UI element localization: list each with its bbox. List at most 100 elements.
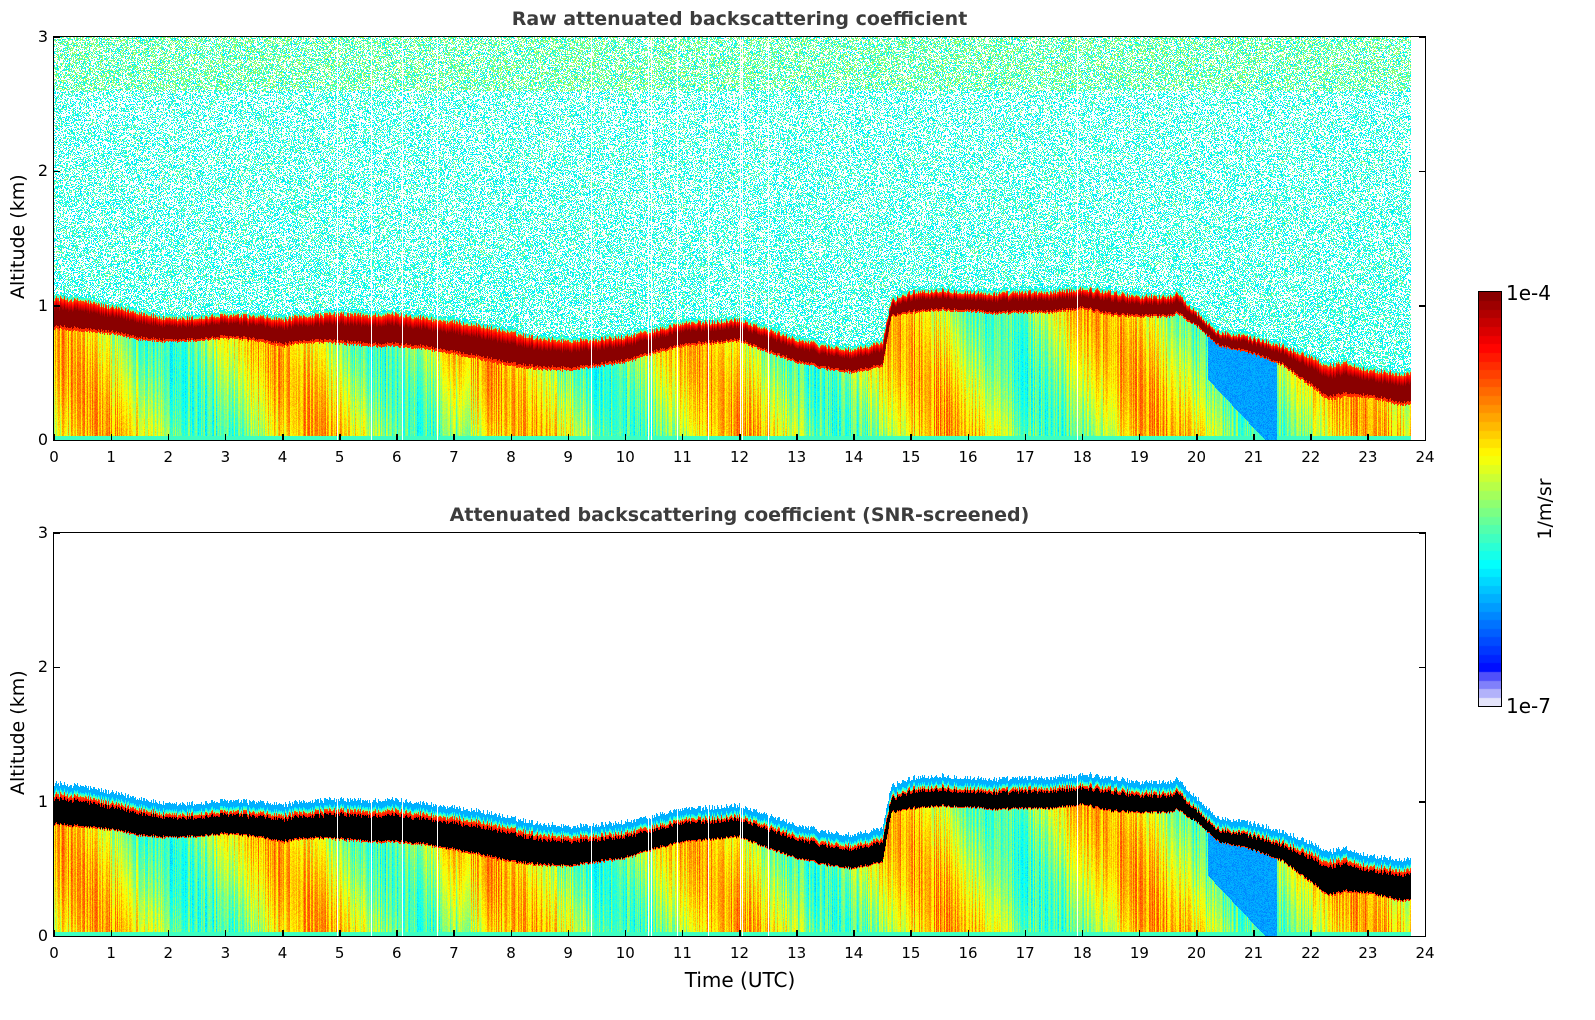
x-tick-label: 3 bbox=[220, 944, 231, 962]
x-tick-mark bbox=[1310, 930, 1312, 936]
x-tick-label: 2 bbox=[163, 944, 174, 962]
x-tick-mark bbox=[1253, 434, 1255, 440]
x-tick-label: 22 bbox=[1301, 448, 1321, 466]
y-tick-label: 2 bbox=[37, 657, 48, 677]
x-tick-mark bbox=[681, 930, 684, 936]
y-tick-mark bbox=[1419, 305, 1425, 307]
x-tick-label: 15 bbox=[901, 944, 921, 962]
x-tick-mark bbox=[1024, 434, 1027, 440]
y-tick-label: 3 bbox=[37, 27, 48, 46]
x-tick-label: 17 bbox=[1015, 448, 1035, 466]
y-tick-label: 3 bbox=[37, 523, 48, 542]
y-tick-mark bbox=[54, 305, 60, 307]
x-tick-mark bbox=[967, 434, 969, 440]
colorbar-min-label: 1e-7 bbox=[1506, 694, 1551, 718]
x-tick-mark bbox=[53, 930, 55, 936]
x-tick-mark bbox=[1367, 930, 1369, 936]
y-tick-mark bbox=[1419, 666, 1425, 669]
x-tick-mark bbox=[1024, 930, 1027, 936]
bottom-heatmap bbox=[54, 533, 1425, 936]
top-y-axis-label: Altitude (km) bbox=[7, 174, 29, 299]
x-tick-label: 12 bbox=[729, 448, 750, 466]
x-tick-mark bbox=[1081, 434, 1084, 440]
x-tick-label: 17 bbox=[1015, 944, 1035, 962]
colorbar-max-label: 1e-4 bbox=[1506, 281, 1551, 305]
x-tick-label: 23 bbox=[1358, 448, 1378, 466]
bottom-x-axis-label: Time (UTC) bbox=[684, 968, 796, 992]
x-tick-label: 14 bbox=[844, 448, 864, 466]
x-tick-mark bbox=[396, 930, 398, 936]
x-tick-mark bbox=[110, 434, 113, 440]
y-tick-mark bbox=[54, 801, 60, 803]
x-tick-label: 9 bbox=[563, 448, 573, 466]
x-tick-label: 8 bbox=[506, 448, 516, 466]
x-tick-mark bbox=[110, 930, 113, 936]
y-tick-label: 2 bbox=[37, 161, 48, 181]
x-tick-mark bbox=[453, 434, 455, 440]
x-tick-label: 16 bbox=[958, 944, 978, 962]
x-tick-mark bbox=[1138, 930, 1141, 936]
x-tick-mark bbox=[796, 434, 798, 440]
y-tick-label: 0 bbox=[37, 926, 48, 945]
x-tick-label: 21 bbox=[1244, 944, 1264, 962]
x-tick-mark bbox=[967, 930, 969, 936]
x-tick-label: 16 bbox=[958, 448, 978, 466]
x-tick-mark bbox=[167, 434, 170, 440]
y-tick-mark bbox=[54, 935, 60, 937]
x-tick-label: 6 bbox=[391, 448, 402, 466]
x-tick-label: 21 bbox=[1244, 448, 1264, 466]
x-tick-mark bbox=[1138, 434, 1141, 440]
x-tick-label: 15 bbox=[901, 448, 921, 466]
x-tick-mark bbox=[453, 930, 455, 936]
bottom-y-axis-label: Altitude (km) bbox=[7, 670, 29, 795]
top-heatmap bbox=[54, 37, 1425, 440]
x-tick-label: 3 bbox=[220, 448, 231, 466]
x-tick-label: 10 bbox=[615, 944, 635, 962]
x-tick-mark bbox=[167, 930, 170, 936]
x-tick-mark bbox=[1424, 434, 1426, 440]
x-tick-mark bbox=[796, 930, 798, 936]
x-tick-mark bbox=[624, 930, 627, 936]
y-tick-mark bbox=[54, 532, 60, 534]
x-tick-mark bbox=[224, 434, 227, 440]
x-tick-label: 23 bbox=[1358, 944, 1378, 962]
x-tick-label: 19 bbox=[1129, 448, 1149, 466]
x-tick-mark bbox=[224, 930, 227, 936]
x-tick-label: 1 bbox=[106, 448, 116, 466]
y-tick-mark bbox=[1419, 801, 1425, 803]
top-chart-title: Raw attenuated backscattering coefficien… bbox=[511, 8, 968, 30]
x-tick-label: 0 bbox=[49, 944, 59, 962]
x-tick-label: 8 bbox=[506, 944, 516, 962]
bottom-chart-title: Attenuated backscattering coefficient (S… bbox=[449, 504, 1030, 526]
x-tick-mark bbox=[1196, 930, 1198, 936]
y-tick-mark bbox=[54, 666, 60, 669]
x-tick-mark bbox=[739, 434, 741, 440]
x-tick-label: 4 bbox=[277, 448, 288, 466]
x-tick-label: 10 bbox=[615, 448, 635, 466]
x-tick-mark bbox=[567, 930, 570, 936]
x-tick-label: 18 bbox=[1072, 448, 1092, 466]
x-tick-label: 11 bbox=[672, 944, 692, 962]
y-tick-label: 1 bbox=[37, 295, 48, 315]
x-tick-label: 7 bbox=[449, 448, 459, 466]
x-tick-mark bbox=[1253, 930, 1255, 936]
x-tick-label: 4 bbox=[277, 944, 288, 962]
colorbar-unit-label: 1/m/sr bbox=[1534, 478, 1556, 540]
x-tick-mark bbox=[910, 930, 912, 936]
x-tick-label: 6 bbox=[391, 944, 402, 962]
x-tick-mark bbox=[282, 930, 284, 936]
x-tick-mark bbox=[53, 434, 55, 440]
x-tick-mark bbox=[681, 434, 684, 440]
x-tick-mark bbox=[1367, 434, 1369, 440]
y-tick-mark bbox=[1419, 170, 1425, 173]
x-tick-label: 5 bbox=[334, 448, 345, 466]
y-tick-label: 0 bbox=[37, 430, 48, 449]
x-tick-mark bbox=[853, 434, 855, 440]
x-tick-label: 7 bbox=[449, 944, 459, 962]
y-tick-mark bbox=[54, 170, 60, 173]
x-tick-mark bbox=[739, 930, 741, 936]
x-tick-mark bbox=[567, 434, 570, 440]
x-tick-mark bbox=[1196, 434, 1198, 440]
x-tick-label: 24 bbox=[1415, 944, 1435, 962]
y-tick-mark bbox=[1419, 532, 1425, 534]
